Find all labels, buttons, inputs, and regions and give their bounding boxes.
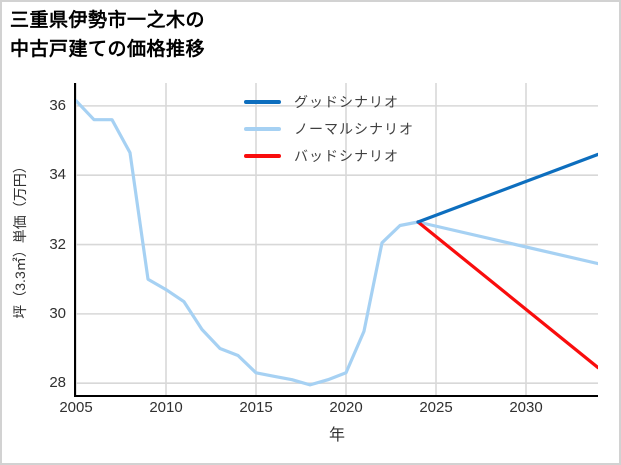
legend-row-good: グッドシナリオ	[244, 94, 414, 110]
legend-label-bad: バッドシナリオ	[294, 148, 399, 164]
legend-row-normal: ノーマルシナリオ	[244, 121, 414, 137]
chart-title-line1: 三重県伊勢市一之木の	[10, 10, 206, 31]
y-tick-label: 34	[49, 166, 66, 184]
x-tick-label: 2015	[239, 399, 273, 416]
chart-title: 三重県伊勢市一之木の 中古戸建ての価格推移	[10, 6, 205, 64]
y-tick-label: 36	[49, 96, 66, 114]
legend-label-good: グッドシナリオ	[294, 94, 399, 110]
plot-area	[74, 83, 598, 397]
normal-scenario-line-swatch	[244, 127, 281, 131]
good-scenario-line-swatch	[244, 100, 281, 104]
x-tick-label: 2030	[509, 399, 543, 416]
legend-label-normal: ノーマルシナリオ	[294, 121, 414, 137]
y-tick-label: 32	[49, 235, 66, 253]
line-chart	[76, 83, 598, 395]
x-tick-label: 2005	[59, 399, 93, 416]
legend-row-bad: バッドシナリオ	[244, 148, 414, 164]
x-tick-label: 2020	[329, 399, 363, 416]
chart-title-line2: 中古戸建ての価格推移	[10, 39, 206, 60]
bad-scenario-line-swatch	[244, 154, 281, 158]
good-scenario-line	[416, 152, 598, 224]
x-tick-label: 2025	[419, 399, 453, 416]
legend: グッドシナリオ ノーマルシナリオ バッドシナリオ	[244, 94, 414, 175]
x-axis-label: 年	[328, 427, 346, 444]
x-tick-label: 2010	[149, 399, 183, 416]
y-tick-label: 28	[49, 374, 66, 392]
y-tick-label: 30	[49, 304, 66, 322]
normal-scenario-line	[76, 99, 598, 387]
bad-scenario-line	[416, 220, 598, 370]
